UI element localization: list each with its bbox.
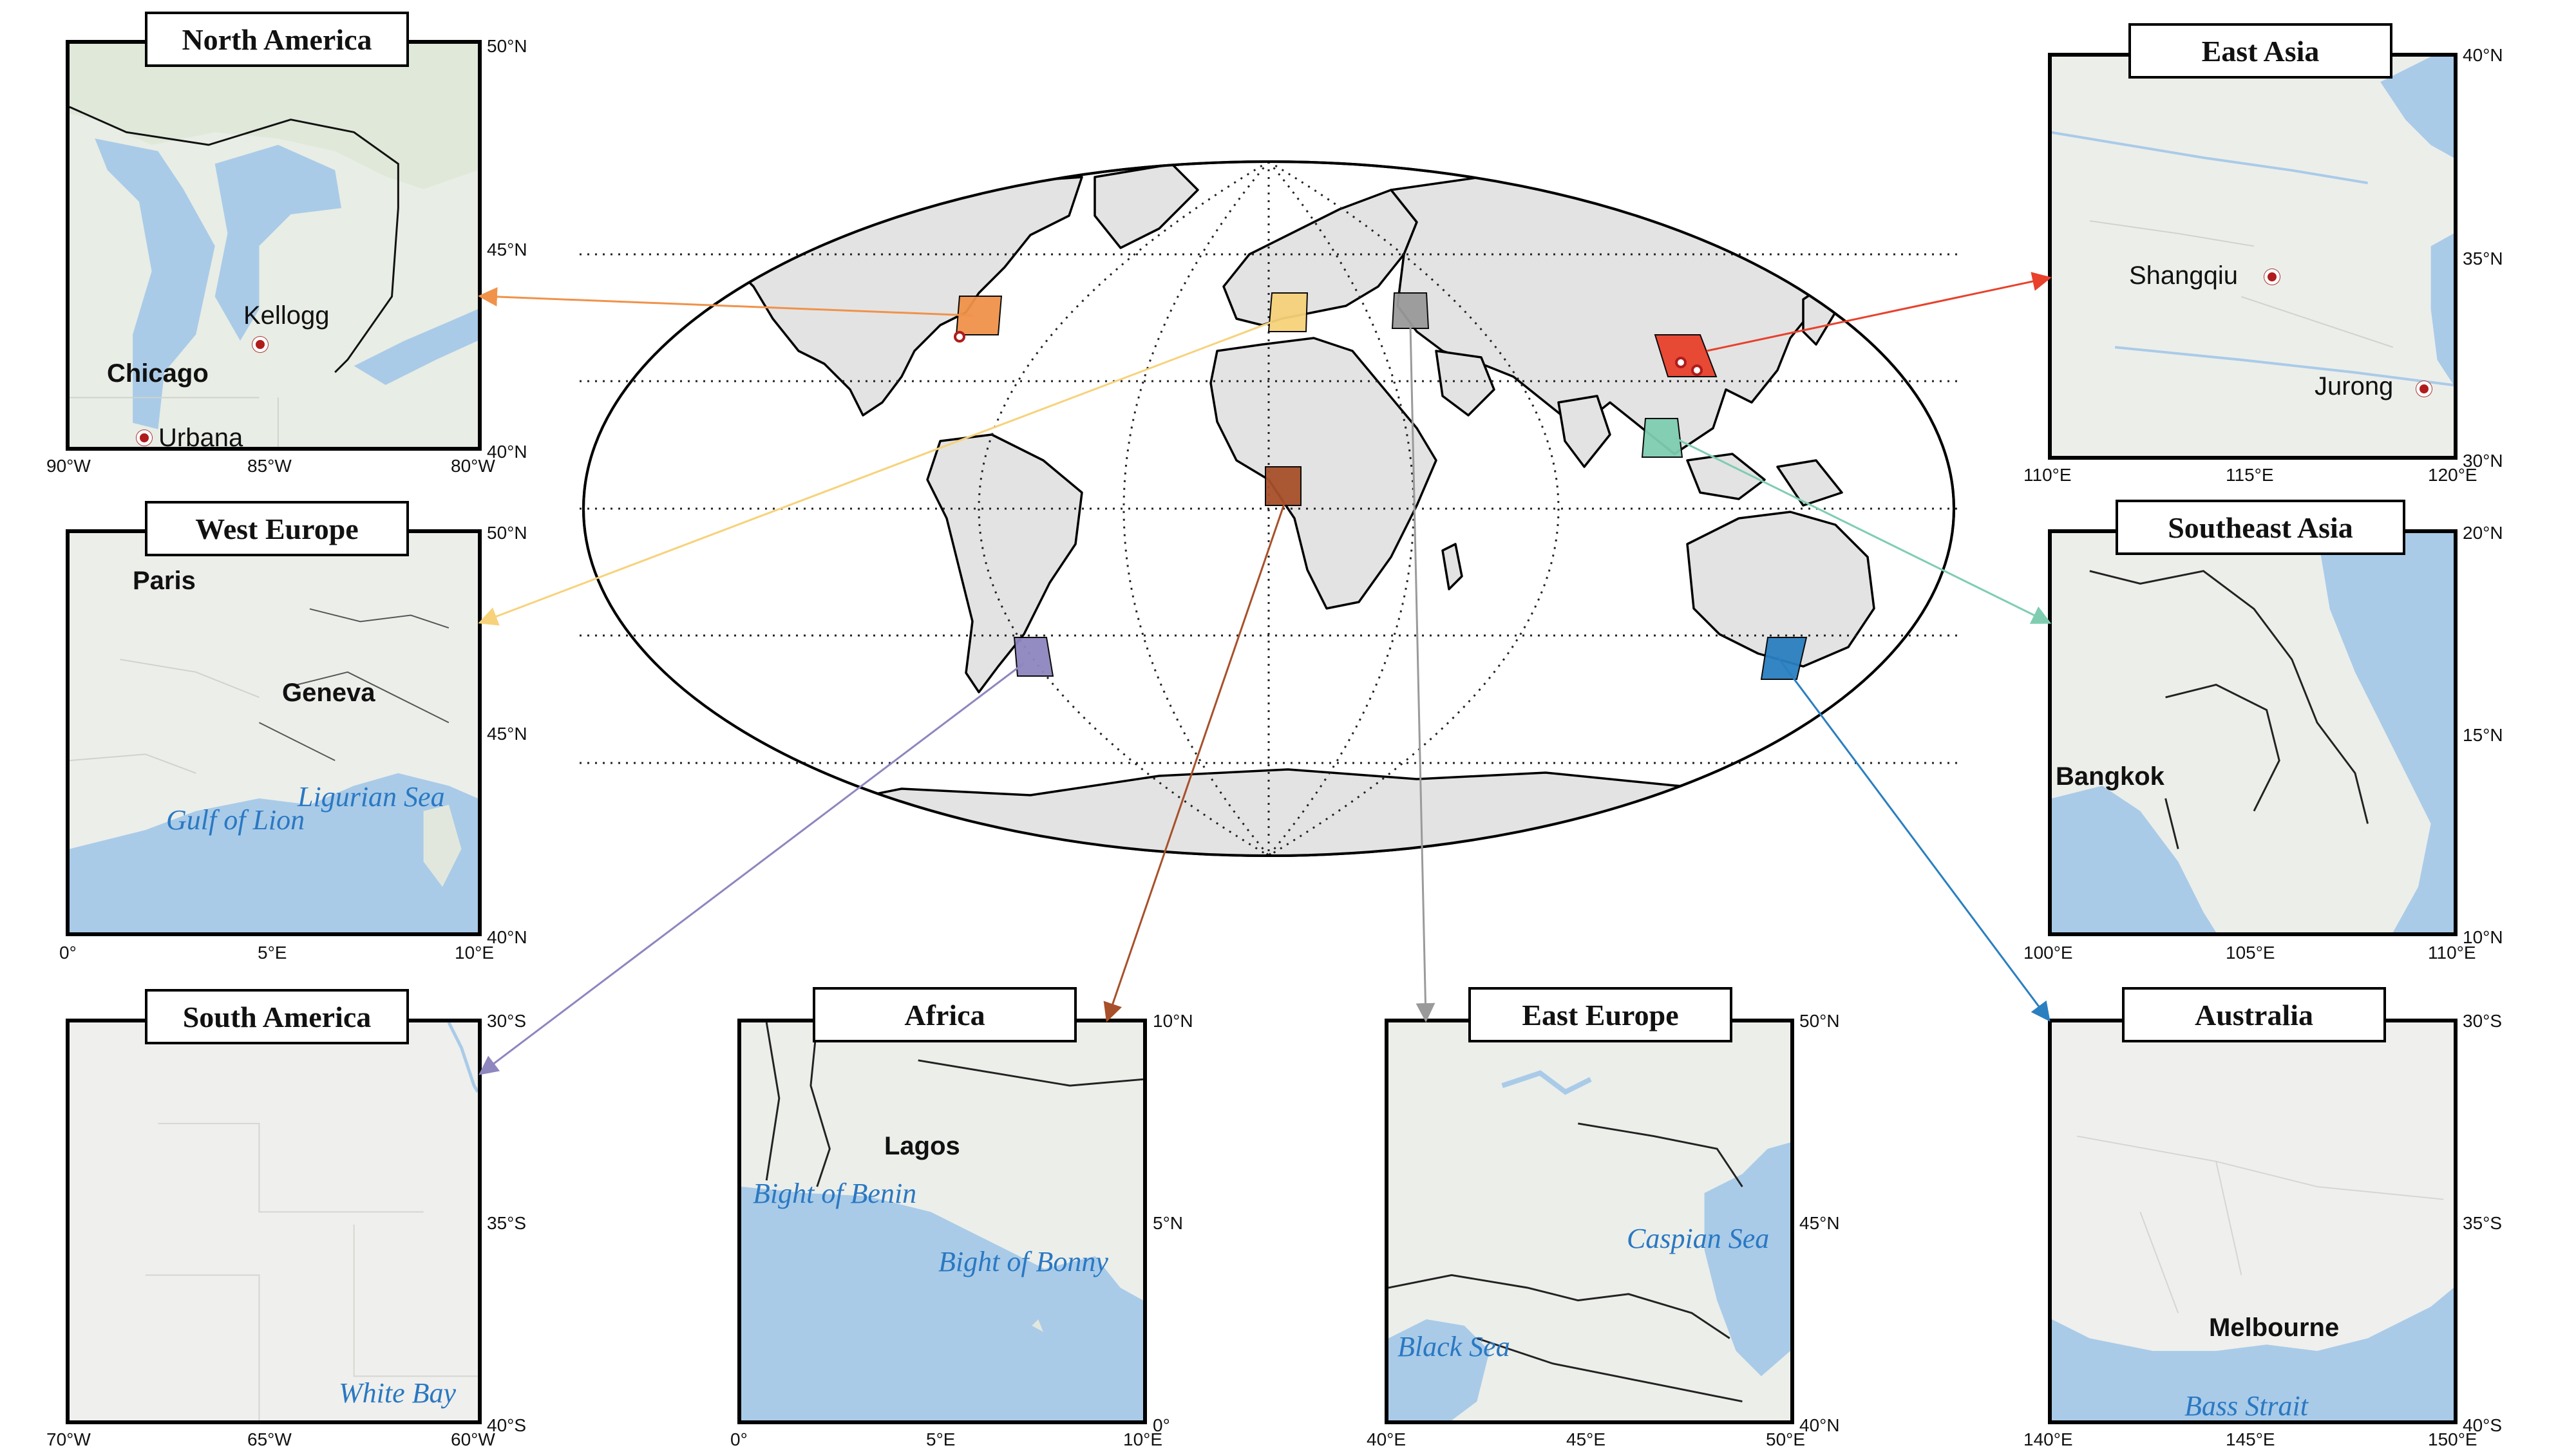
region-north-america [955,296,1003,335]
west-europe-title: West Europe [145,501,409,556]
world-map [580,160,1958,857]
sea-lat-tick-3: 10°N [2463,927,2503,947]
sa-lat-tick-3: 40°S [487,1415,527,1435]
sea-lon-tick-2: 105°E [2226,943,2275,963]
na-lat-tick-2: 45°N [487,240,527,259]
region-africa [1265,466,1302,506]
au-lat-tick-1: 30°S [2463,1011,2503,1031]
au-lat-tick-2: 35°S [2463,1213,2503,1233]
city-label-geneva: Geneva [282,679,375,707]
ea-lon-tick-1: 110°E [2023,465,2072,485]
na-lat-tick-1: 50°N [487,36,527,56]
city-label-shangqiu: Shangqiu [2129,261,2239,290]
ea-lon-tick-2: 115°E [2226,465,2274,485]
we-lon-tick-2: 5°E [258,943,287,963]
af-lat-tick-1: 10°N [1153,1011,1193,1031]
sea-label-bight-of-bonny: Bight of Bonny [938,1246,1108,1277]
southeast-asia-panel: Bangkok [2048,529,2458,936]
sa-lat-tick-1: 30°S [487,1011,527,1031]
sea-lon-tick-1: 100°E [2023,943,2073,963]
au-lon-tick-1: 140°E [2023,1429,2073,1449]
ee-lat-tick-1: 50°N [1799,1011,1840,1031]
east-asia-title: East Asia [2128,23,2392,79]
region-south-america [1013,637,1054,677]
sea-label-caspian-sea: Caspian Sea [1627,1223,1770,1254]
sa-lat-tick-2: 35°S [487,1213,527,1233]
ea-lat-tick-1: 40°N [2463,45,2503,65]
east-asia-basemap [2052,57,2454,456]
sa-lon-tick-2: 65°W [247,1429,292,1449]
af-lat-tick-3: 0° [1153,1415,1170,1435]
sea-label-bass-strait: Bass Strait [2184,1390,2308,1422]
east-asia-panel: Shangqiu Jurong [2048,53,2458,460]
sea-label-white-bay: White Bay [339,1377,457,1409]
region-southeast-asia [1641,418,1683,458]
sea-lon-tick-3: 110°E [2428,943,2476,963]
city-label-urbana: Urbana [158,424,243,451]
we-lat-tick-1: 50°N [487,523,527,543]
af-lon-tick-1: 0° [730,1429,748,1449]
ea-lon-tick-3: 120°E [2428,465,2477,485]
sa-lon-tick-3: 60°W [451,1429,495,1449]
au-lon-tick-2: 145°E [2226,1429,2275,1449]
sea-lat-tick-2: 15°N [2463,725,2503,745]
na-lon-tick-3: 80°W [451,456,495,476]
north-america-panel: Kellogg Chicago Urbana [66,40,482,451]
africa-title: Africa [813,987,1077,1042]
south-america-basemap [70,1022,478,1420]
south-america-panel: White Bay [66,1019,482,1424]
city-label-paris: Paris [133,567,196,595]
na-lon-tick-1: 90°W [46,456,91,476]
ee-lat-tick-3: 40°N [1799,1415,1840,1435]
west-europe-basemap [70,533,478,932]
east-europe-title: East Europe [1468,987,1732,1042]
sea-label-ligurian-sea: Ligurian Sea [298,781,445,813]
region-west-europe [1267,292,1309,332]
australia-title: Australia [2122,987,2386,1042]
city-label-kellogg: Kellogg [243,301,330,330]
we-lat-tick-2: 45°N [487,724,527,744]
city-label-chicago: Chicago [107,359,209,388]
ee-lat-tick-2: 45°N [1799,1213,1840,1233]
sa-lon-tick-1: 70°W [46,1429,91,1449]
city-label-bangkok: Bangkok [2056,762,2164,791]
city-marker-shangqiu [2264,269,2280,285]
na-lon-tick-2: 85°W [247,456,292,476]
city-label-melbourne: Melbourne [2209,1313,2340,1342]
southeast-asia-title: Southeast Asia [2116,500,2405,555]
city-marker-urbana [137,430,152,446]
africa-basemap [741,1022,1143,1420]
sea-label-gulf-of-lion: Gulf of Lion [166,804,305,836]
sea-lat-tick-1: 20°N [2463,523,2503,543]
west-europe-panel: Paris Geneva Ligurian Sea Gulf of Lion [66,529,482,936]
city-label-lagos: Lagos [884,1132,960,1160]
north-america-basemap [70,44,478,447]
au-lon-tick-3: 150°E [2428,1429,2477,1449]
australia-panel: Melbourne Bass Strait [2048,1019,2458,1424]
au-lat-tick-3: 40°S [2463,1415,2503,1435]
south-america-title: South America [145,989,409,1044]
ea-lat-tick-3: 30°N [2463,451,2503,471]
region-east-europe [1391,292,1430,329]
af-lon-tick-2: 5°E [926,1429,956,1449]
east-europe-panel: Caspian Sea Black Sea [1385,1019,1794,1424]
ee-lon-tick-3: 50°E [1766,1429,1806,1449]
af-lat-tick-2: 5°N [1153,1213,1183,1233]
we-lon-tick-3: 10°E [455,943,495,963]
ee-lon-tick-2: 45°E [1566,1429,1606,1449]
ee-lon-tick-1: 40°E [1367,1429,1406,1449]
af-lon-tick-3: 10°E [1123,1429,1163,1449]
city-marker-kellogg [252,337,268,352]
sea-label-bight-of-benin: Bight of Benin [753,1178,917,1209]
east-europe-basemap [1388,1022,1790,1420]
north-america-title: North America [145,12,409,67]
we-lon-tick-1: 0° [59,943,77,963]
africa-panel: Lagos Bight of Benin Bight of Bonny [737,1019,1147,1424]
city-marker-jurong [2416,381,2432,397]
southeast-asia-basemap [2052,533,2454,932]
ea-lat-tick-2: 35°N [2463,249,2503,268]
city-label-jurong: Jurong [2315,372,2394,400]
sea-label-black-sea: Black Sea [1397,1331,1510,1362]
australia-basemap [2052,1022,2454,1420]
